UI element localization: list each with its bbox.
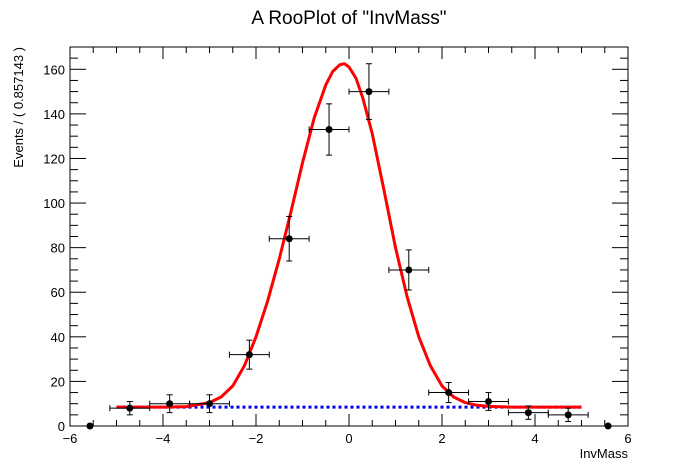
y-tick-label: 40: [51, 330, 65, 345]
data-marker: [485, 397, 492, 405]
data-marker: [206, 400, 213, 408]
data-point: [547, 407, 589, 423]
y-axis-tick-labels: 0 20 40 60 80 100 120 140 160: [43, 62, 65, 434]
data-marker: [365, 88, 373, 96]
data-point: [388, 249, 430, 291]
fit-curves: [116, 62, 582, 409]
x-axis-ticks: [69, 47, 629, 426]
data-point: [268, 215, 310, 262]
total-pdf-curve: [116, 62, 582, 409]
data-points: [86, 63, 612, 430]
x-tick-label: 6: [624, 431, 631, 446]
plot-frame: [69, 46, 629, 427]
data-marker: [604, 422, 612, 430]
data-point: [189, 394, 230, 414]
y-tick-label: 0: [58, 419, 65, 434]
y-tick-label: 140: [43, 107, 65, 122]
data-point: [308, 103, 350, 156]
data-marker: [325, 125, 333, 133]
y-axis-ticks: [70, 46, 628, 427]
x-tick-label: −6: [63, 431, 78, 446]
data-marker: [166, 400, 174, 408]
data-marker: [445, 389, 453, 397]
data-point: [468, 392, 509, 411]
data-marker: [285, 235, 293, 243]
x-tick-label: −2: [249, 431, 264, 446]
y-tick-label: 60: [51, 285, 65, 300]
y-tick-label: 120: [43, 151, 65, 166]
data-marker: [245, 351, 253, 359]
data-point: [228, 339, 270, 370]
data-point: [149, 394, 191, 414]
x-axis-title: InvMass: [580, 446, 629, 461]
data-point: [109, 400, 151, 416]
y-tick-label: 80: [51, 241, 65, 256]
data-point: [604, 422, 612, 430]
x-tick-label: −4: [156, 431, 171, 446]
chart-title: A RooPlot of "InvMass": [251, 8, 446, 29]
x-tick-label: 0: [345, 431, 352, 446]
x-axis-tick-labels: −6 −4 −2 0 2 4 6: [63, 431, 632, 446]
data-marker: [524, 409, 532, 417]
data-marker: [86, 422, 94, 430]
x-tick-label: 4: [531, 431, 538, 446]
y-tick-label: 160: [43, 62, 65, 77]
data-marker: [564, 411, 572, 419]
y-tick-label: 100: [43, 196, 65, 211]
data-marker: [405, 266, 413, 274]
data-point: [348, 63, 390, 120]
y-tick-label: 20: [51, 374, 65, 389]
data-point: [86, 422, 94, 430]
data-point: [428, 382, 470, 404]
data-marker: [126, 404, 134, 412]
x-tick-label: 2: [438, 431, 445, 446]
y-axis-title: Events / ( 0.857143 ): [11, 47, 26, 168]
